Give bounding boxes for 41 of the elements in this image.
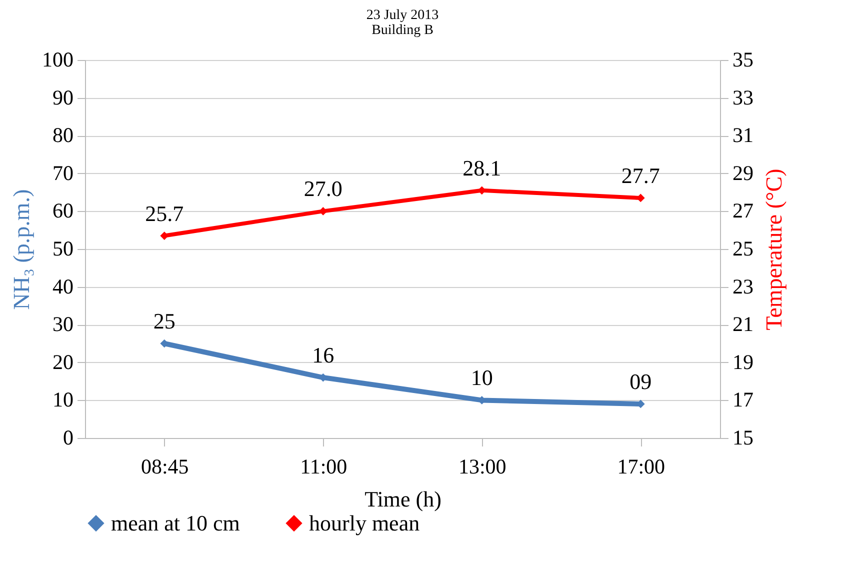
y2-tick-label: 33: [732, 85, 754, 110]
legend-label: mean at 10 cm: [111, 510, 240, 536]
x-tick-label: 08:45: [140, 454, 189, 478]
y2-tick-label: 31: [732, 123, 754, 148]
y-tick-label: 60: [52, 198, 74, 223]
data-label: 25.7: [145, 200, 184, 226]
data-label: 25: [153, 308, 176, 334]
y2-tick-label: 25: [732, 236, 754, 260]
y-axis-title: NH₃ (p.p.m.): [9, 189, 34, 310]
legend-label: hourly mean: [309, 510, 420, 536]
data-label: 27.7: [621, 162, 660, 188]
data-label: 10: [470, 365, 493, 390]
chart-title: 23 July 2013: [366, 8, 439, 23]
y2-tick-label: 19: [732, 350, 754, 374]
y2-tick-label: 27: [732, 198, 754, 223]
y-tick-label: 30: [52, 312, 74, 336]
y2-tick-label: 15: [732, 426, 754, 450]
x-tick-label: 17:00: [617, 454, 666, 478]
y-tick-label: 10: [52, 388, 74, 412]
chart-subtitle: Building B: [372, 23, 434, 38]
y-tick-label: 70: [52, 160, 74, 185]
y2-tick-label: 21: [732, 312, 754, 336]
y-tick-label: 50: [52, 236, 74, 260]
y2-tick-label: 17: [732, 388, 754, 412]
data-label: 27.0: [304, 176, 342, 202]
data-label: 28.1: [462, 155, 502, 180]
y2-tick-label: 23: [732, 274, 754, 298]
y2-tick-label: 29: [732, 160, 754, 185]
data-label: 16: [312, 342, 334, 368]
y2-axis-title: Temperature (°C): [762, 168, 786, 330]
x-tick-label: 11:00: [300, 454, 348, 478]
y-tick-label: 20: [52, 350, 74, 374]
x-tick-label: 13:00: [458, 454, 506, 478]
y-tick-label: 80: [52, 123, 74, 148]
y2-tick-label: 35: [732, 48, 754, 72]
data-label: 09: [630, 368, 652, 394]
y-tick-label: 0: [63, 426, 74, 450]
y-tick-label: 40: [52, 274, 74, 298]
x-axis-title: Time (h): [364, 486, 442, 512]
y-tick-label: 90: [52, 85, 74, 110]
y-tick-label: 100: [42, 48, 74, 72]
